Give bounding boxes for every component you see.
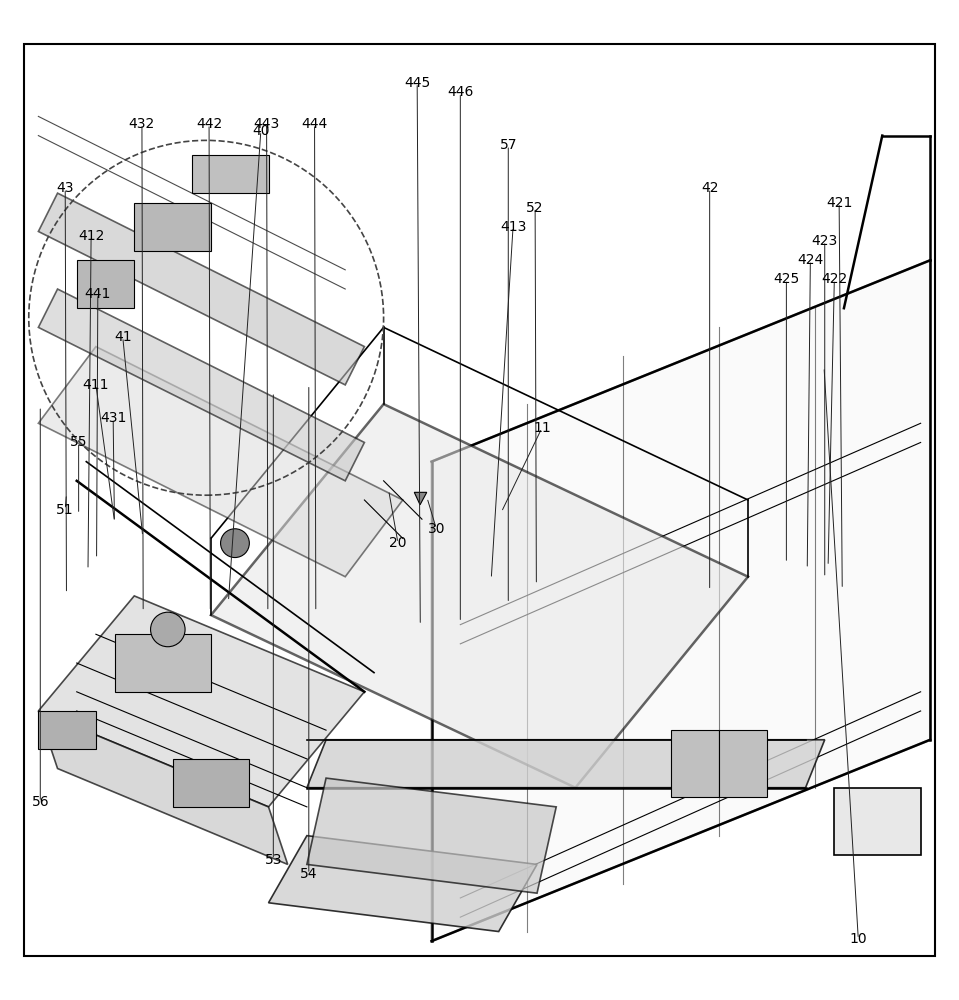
Bar xyxy=(115,634,211,692)
Polygon shape xyxy=(38,289,364,481)
Text: 56: 56 xyxy=(32,795,49,809)
Text: 425: 425 xyxy=(773,272,800,286)
Text: 422: 422 xyxy=(821,272,848,286)
Bar xyxy=(134,203,211,251)
Text: 445: 445 xyxy=(404,76,431,90)
Text: 40: 40 xyxy=(252,124,269,138)
Bar xyxy=(77,260,134,308)
Text: 11: 11 xyxy=(533,421,550,435)
Polygon shape xyxy=(414,492,427,505)
Polygon shape xyxy=(432,260,930,941)
Bar xyxy=(671,730,719,797)
Text: 53: 53 xyxy=(265,853,282,867)
Circle shape xyxy=(151,612,185,647)
Polygon shape xyxy=(38,596,364,807)
Text: 423: 423 xyxy=(811,234,838,248)
Text: 20: 20 xyxy=(389,536,407,550)
Bar xyxy=(192,155,269,193)
Text: 52: 52 xyxy=(526,201,544,215)
Text: 54: 54 xyxy=(300,867,317,881)
FancyBboxPatch shape xyxy=(24,44,935,956)
Polygon shape xyxy=(38,347,403,577)
Text: 432: 432 xyxy=(129,117,155,131)
Text: 41: 41 xyxy=(114,330,131,344)
Text: 43: 43 xyxy=(57,181,74,195)
Text: 55: 55 xyxy=(70,435,87,449)
Polygon shape xyxy=(211,404,748,788)
Polygon shape xyxy=(307,778,556,893)
Text: 442: 442 xyxy=(196,117,222,131)
Text: 441: 441 xyxy=(84,287,111,301)
Circle shape xyxy=(221,529,249,558)
Text: 411: 411 xyxy=(82,378,109,392)
Bar xyxy=(719,730,767,797)
Text: 421: 421 xyxy=(826,196,853,210)
Text: 10: 10 xyxy=(850,932,867,946)
Text: 30: 30 xyxy=(428,522,445,536)
Polygon shape xyxy=(269,836,537,932)
Text: 413: 413 xyxy=(500,220,526,234)
Text: 42: 42 xyxy=(701,181,718,195)
Text: 57: 57 xyxy=(500,138,517,152)
Text: 443: 443 xyxy=(253,117,280,131)
Text: 431: 431 xyxy=(100,411,127,425)
Bar xyxy=(834,788,921,855)
Text: 51: 51 xyxy=(57,503,74,517)
Text: 444: 444 xyxy=(301,117,328,131)
Bar xyxy=(38,711,96,749)
Polygon shape xyxy=(307,740,825,788)
Text: 412: 412 xyxy=(78,229,105,243)
Polygon shape xyxy=(38,711,288,864)
Text: 424: 424 xyxy=(797,253,824,267)
Text: 446: 446 xyxy=(447,85,474,99)
Polygon shape xyxy=(38,193,364,385)
Bar xyxy=(173,759,249,807)
